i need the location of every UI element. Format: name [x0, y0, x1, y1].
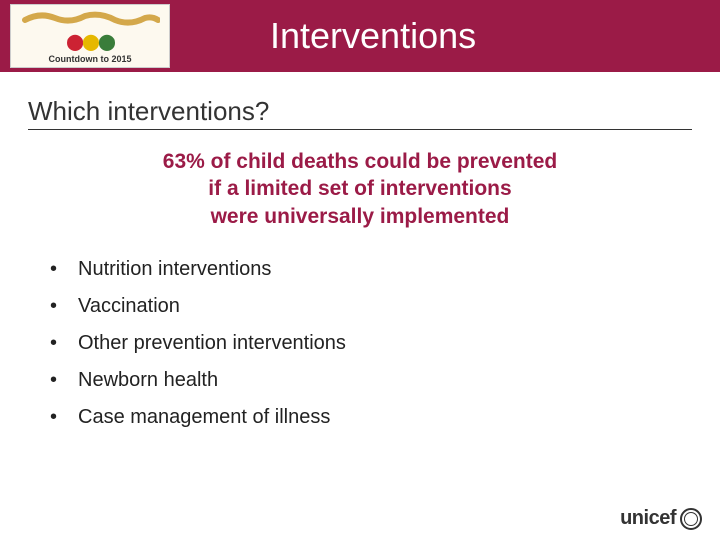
content-area: Which interventions? 63% of child deaths… — [0, 72, 720, 429]
list-item: Case management of illness — [50, 406, 692, 429]
list-item: Vaccination — [50, 295, 692, 318]
logo-figures-icon: ⬤⬤⬤ — [66, 32, 114, 52]
statement-line: were universally implemented — [211, 205, 510, 228]
statement-line: if a limited set of interventions — [208, 177, 511, 200]
slide-title: Interventions — [270, 15, 476, 57]
list-item: Newborn health — [50, 369, 692, 392]
key-statement: 63% of child deaths could be prevented i… — [68, 148, 652, 230]
list-item: Nutrition interventions — [50, 258, 692, 281]
unicef-logo: unicef — [620, 507, 702, 530]
list-item: Other prevention interventions — [50, 332, 692, 355]
subtitle: Which interventions? — [28, 96, 692, 130]
statement-line: 63% of child deaths could be prevented — [163, 150, 557, 173]
bullet-list: Nutrition interventions Vaccination Othe… — [50, 258, 692, 429]
logo-map-icon — [20, 8, 160, 32]
logo-tagline: Countdown to 2015 — [49, 54, 132, 64]
header-band: ⬤⬤⬤ Countdown to 2015 Interventions — [0, 0, 720, 72]
globe-icon — [680, 508, 702, 530]
unicef-wordmark: unicef — [620, 507, 676, 530]
countdown-logo: ⬤⬤⬤ Countdown to 2015 — [10, 4, 170, 68]
